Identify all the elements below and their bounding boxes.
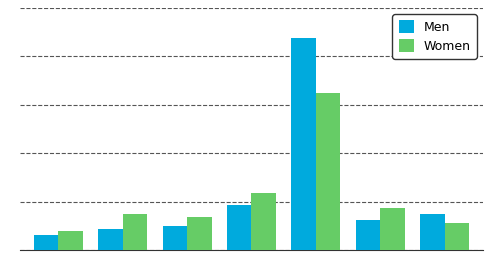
Bar xyxy=(291,38,316,250)
Bar xyxy=(355,220,380,250)
Bar xyxy=(58,231,83,250)
Bar xyxy=(187,217,211,250)
Bar xyxy=(251,193,276,250)
Bar xyxy=(420,214,445,250)
Bar xyxy=(98,229,123,250)
Bar xyxy=(34,235,58,250)
Legend: Men, Women: Men, Women xyxy=(392,14,477,59)
Bar xyxy=(316,93,340,250)
Bar xyxy=(163,226,187,250)
Bar xyxy=(445,223,469,250)
Bar xyxy=(227,205,251,250)
Bar xyxy=(123,214,147,250)
Bar xyxy=(380,208,405,250)
